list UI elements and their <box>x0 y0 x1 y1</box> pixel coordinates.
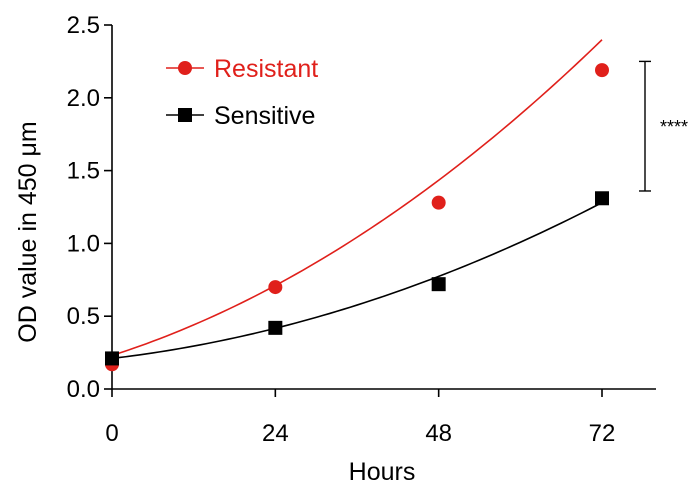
y-tick-label: 2.5 <box>67 12 100 39</box>
legend-label: Sensitive <box>214 102 315 130</box>
x-tick-label: 24 <box>262 420 289 447</box>
point-resistant <box>595 63 609 78</box>
y-tick-label: 2.0 <box>67 85 100 112</box>
x-tick-label: 0 <box>105 420 118 447</box>
x-axis-title: Hours <box>349 458 416 486</box>
fit-curves <box>111 39 603 360</box>
axes: 0.0 0.5 1.0 1.5 2.0 2.5 0 24 48 72 <box>67 12 656 447</box>
y-tick-label: 0.0 <box>67 376 100 403</box>
y-axis-title: OD value in 450 μm <box>14 121 42 342</box>
legend-marker <box>178 108 192 122</box>
y-tick-label: 1.0 <box>67 230 100 257</box>
significance-annotation: **** <box>639 60 688 192</box>
data-points <box>105 63 609 372</box>
x-tick-label: 48 <box>425 420 452 447</box>
legend-marker <box>178 61 192 75</box>
point-sensitive <box>431 277 446 292</box>
point-resistant <box>431 195 446 210</box>
point-resistant <box>268 280 283 295</box>
legend-label: Resistant <box>214 55 318 83</box>
point-sensitive <box>105 351 119 366</box>
legend: Resistant Sensitive <box>166 55 318 130</box>
y-tick-label: 1.5 <box>67 158 100 185</box>
fit-line-sensitive <box>111 201 603 360</box>
y-tick-label: 0.5 <box>67 303 100 330</box>
point-sensitive <box>595 191 609 206</box>
fit-line-resistant <box>111 39 603 357</box>
x-tick-label: 72 <box>589 420 616 447</box>
significance-stars: **** <box>660 117 688 137</box>
point-sensitive <box>268 320 283 335</box>
